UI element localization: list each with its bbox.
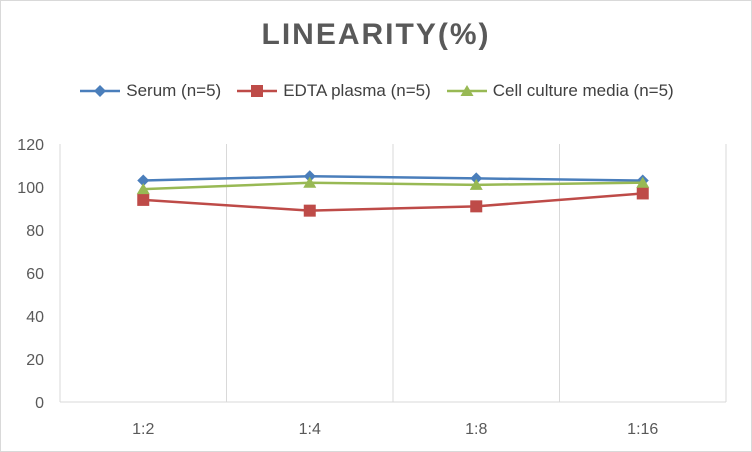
data-point-0: [303, 170, 316, 183]
y-tick-label: 40: [26, 309, 44, 326]
x-tick-label: 1:4: [299, 421, 321, 438]
data-point-2: [469, 178, 483, 190]
legend-item-edta-plasma: EDTA plasma (n=5): [235, 81, 431, 101]
data-point-0: [137, 174, 150, 187]
y-tick-label: 20: [26, 352, 44, 369]
data-point-2: [136, 183, 150, 195]
legend-label-cell-culture-media: Cell culture media (n=5): [492, 81, 674, 100]
data-point-1: [303, 204, 316, 217]
y-tick-label: 120: [17, 137, 44, 154]
y-tick-label: 0: [35, 395, 44, 412]
series-line-2: [143, 181, 643, 191]
y-tick-label: 100: [17, 180, 44, 197]
x-tick-label: 1:16: [627, 421, 658, 438]
y-tick-label: 80: [26, 223, 44, 240]
x-tick-label: 1:8: [465, 421, 487, 438]
data-point-1: [636, 187, 649, 200]
legend-label-edta-plasma: EDTA plasma (n=5): [283, 81, 431, 100]
data-point-2: [303, 176, 317, 188]
legend-marker: [251, 85, 264, 97]
legend-item-serum: Serum (n=5): [78, 81, 221, 101]
legend-marker: [94, 85, 107, 97]
data-point-0: [470, 172, 483, 185]
legend-swatch-cell-culture-media: [446, 85, 487, 96]
series-line-1: [143, 192, 643, 212]
series-line-0: [143, 175, 643, 182]
data-point-1: [470, 200, 483, 213]
legend-label-serum: Serum (n=5): [126, 81, 222, 100]
legend-marker: [460, 85, 474, 96]
data-point-1: [137, 193, 150, 206]
data-point-2: [636, 176, 650, 188]
chart-title: LINEARITY(%): [261, 18, 491, 51]
legend-item-cell-culture-media: Cell culture media (n=5): [445, 81, 674, 101]
x-tick-label: 1:2: [132, 421, 154, 438]
y-tick-label: 60: [26, 266, 44, 283]
legend: Serum (n=5) EDTA plasma (n=5) Cell cultu…: [0, 78, 752, 104]
legend-swatch-edta-plasma: [237, 85, 278, 97]
legend-swatch-serum: [80, 85, 121, 97]
